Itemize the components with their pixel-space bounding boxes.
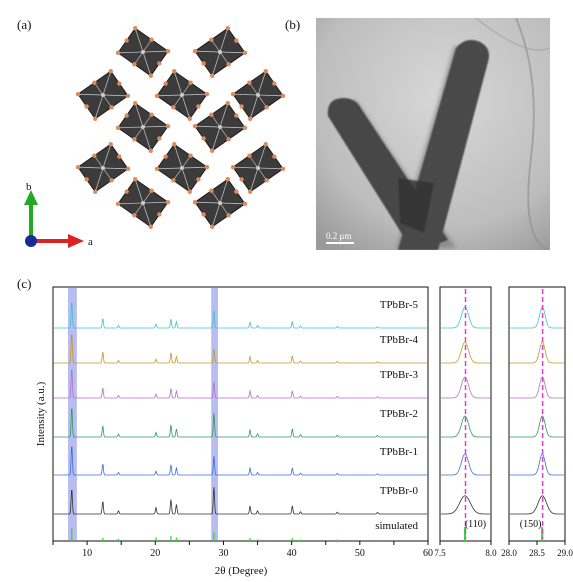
octahedron: [75, 142, 131, 194]
hkl-annotation: (150): [520, 519, 542, 530]
x-tick-label: 60: [423, 548, 433, 559]
panel-label-b: (b): [285, 17, 301, 32]
panel-label-a: (a): [17, 17, 32, 32]
series-label: TPbBr-2: [380, 408, 418, 420]
octahedron: [230, 142, 286, 194]
octahedron: [115, 26, 171, 78]
scale-bar-label: 0.2 μm: [326, 231, 351, 241]
inset-trace: [441, 341, 490, 364]
x-tick-label: 30: [218, 548, 228, 559]
x-tick-label: 28.5: [529, 548, 545, 558]
xrd-trace: [54, 446, 427, 476]
y-axis-label: Intensity (a.u.): [35, 381, 47, 446]
axis-b-arrowhead: [24, 190, 38, 205]
x-tick-label: 50: [355, 548, 365, 559]
axis-a-label: a: [88, 236, 93, 248]
octahedron: [115, 101, 171, 153]
inset-trace: [441, 415, 490, 438]
x-axis-label: 2θ (Degree): [215, 565, 268, 577]
axis-origin: [25, 235, 37, 247]
xrd-trace: [54, 408, 427, 438]
inset-trace: [510, 415, 564, 438]
octahedron: [192, 26, 248, 78]
x-tick-label: 28.0: [501, 548, 517, 558]
octahedron: [192, 101, 248, 153]
series-label: TPbBr-5: [380, 299, 419, 311]
xrd-trace: [54, 334, 427, 364]
x-tick-label: 20: [150, 548, 160, 559]
xrd-trace: [54, 302, 427, 329]
axis-indicator: b a: [24, 181, 93, 248]
octahedron: [75, 69, 131, 121]
highlight-band: [211, 288, 218, 540]
octahedron: [154, 142, 210, 194]
xrd-trace: [54, 369, 427, 399]
x-tick-label: 7.5: [434, 548, 446, 558]
series-label: TPbBr-3: [380, 369, 419, 381]
panel-label-c: (c): [17, 276, 32, 291]
inset-trace: [441, 495, 490, 515]
series-label: simulated: [375, 520, 418, 532]
x-tick-label: 29.0: [557, 548, 573, 558]
x-tick-label: 10: [82, 548, 92, 559]
inset-trace: [510, 453, 564, 476]
octahedron: [154, 69, 210, 121]
series-label: TPbBr-4: [380, 334, 419, 346]
axis-a-arrowhead: [68, 234, 84, 248]
series-label: TPbBr-1: [380, 446, 418, 458]
series-label: TPbBr-0: [380, 485, 419, 497]
x-tick-label: 40: [287, 548, 297, 559]
inset-trace: [510, 376, 564, 399]
octahedron: [230, 69, 286, 121]
inset-trace: [510, 341, 564, 364]
xrd-trace: [54, 487, 427, 515]
axis-b-label: b: [26, 181, 32, 193]
hkl-annotation: (110): [465, 519, 486, 530]
inset-trace: [441, 453, 490, 476]
tem-image: 0.2 μm: [316, 18, 550, 250]
octahedron: [115, 177, 171, 229]
octahedra-group: [75, 26, 286, 229]
inset-trace: [510, 495, 564, 515]
octahedron: [192, 177, 248, 229]
x-tick-label: 8.0: [485, 548, 497, 558]
main-plot-frame: [52, 286, 429, 542]
inset-trace: [510, 306, 564, 329]
